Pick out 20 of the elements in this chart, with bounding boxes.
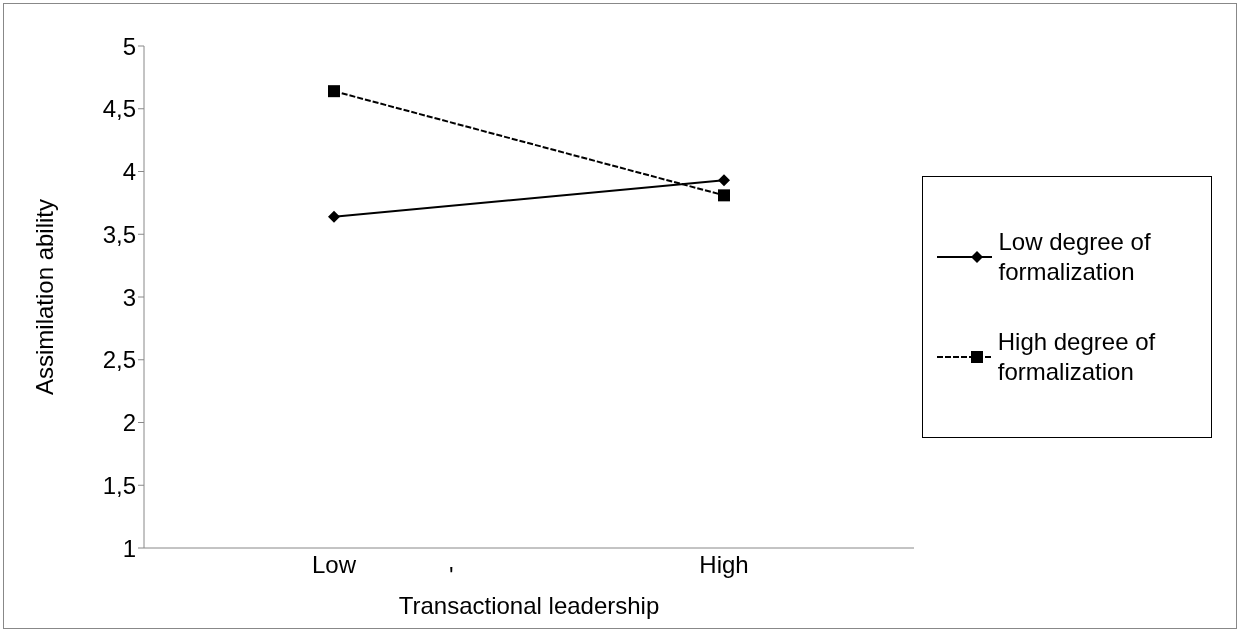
y-tick-label: 1 — [122, 534, 136, 562]
y-tick-label: 1,5 — [102, 471, 136, 499]
legend-label: Low degree of formalization — [998, 227, 1152, 287]
y-tick-label: 2 — [122, 409, 136, 437]
y-tick-label: 3 — [122, 283, 136, 311]
y-tick-label: 4,5 — [102, 95, 136, 123]
point — [718, 174, 730, 187]
y-tick-label: 5 — [122, 32, 136, 60]
x-tick-label: High — [699, 551, 749, 579]
y-tick-label: 4 — [122, 158, 136, 186]
x-tick-label: Low — [311, 551, 357, 579]
y-tick-label: 3,5 — [102, 220, 136, 248]
point — [328, 85, 340, 98]
y-axis-title: Assimilation ability — [30, 198, 58, 396]
text: ' — [449, 562, 454, 590]
x-axis-title: Transactional leadership — [398, 592, 660, 619]
legend-label: High degree of formalization — [997, 327, 1157, 387]
point — [718, 189, 730, 202]
y-tick-label: 2,5 — [102, 346, 136, 374]
point — [328, 210, 340, 223]
